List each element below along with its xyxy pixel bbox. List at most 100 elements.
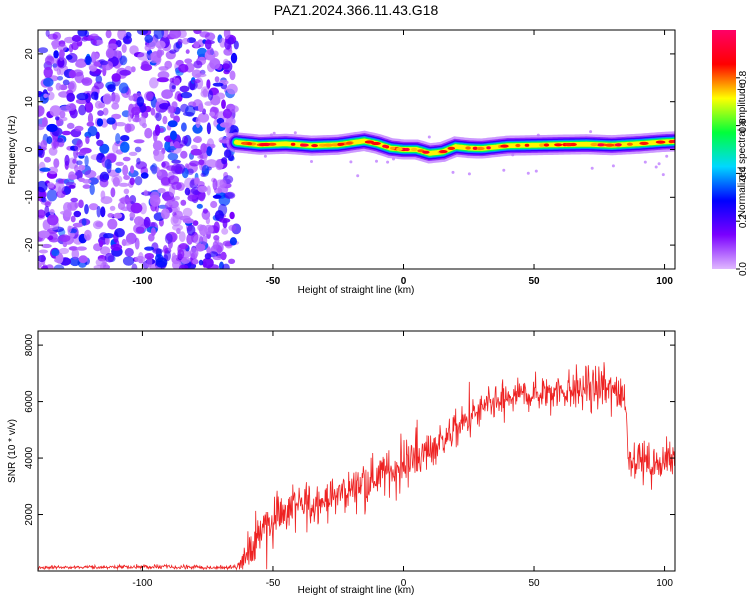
- spectrogram-x-label: Height of straight line (km): [298, 285, 415, 296]
- colorbar-tick-label: 0.6: [738, 118, 749, 132]
- heatmap-noise-cell: [157, 188, 166, 194]
- heatmap-noise-cell: [127, 111, 132, 123]
- heatmap-signal-peak: [290, 142, 296, 146]
- heatmap-noise-cell: [214, 76, 220, 83]
- heatmap-noise-cell: [78, 150, 86, 156]
- heatmap-noise-cell: [114, 122, 126, 127]
- spectrogram-x-axis: -100 -50 0 50 100: [132, 30, 673, 287]
- heatmap-noise-cell: [96, 118, 104, 127]
- heatmap-noise-cell: [56, 76, 64, 81]
- heatmap-noise-cell: [102, 107, 109, 116]
- heatmap-noise-cell: [85, 135, 90, 145]
- heatmap-noise-cell: [120, 135, 130, 142]
- heatmap-signal-peak: [596, 143, 605, 147]
- heatmap-noise-cell: [89, 183, 95, 196]
- heatmap-noise-cell: [38, 255, 46, 263]
- heatmap-noise-cell: [209, 58, 221, 70]
- heatmap-noise-cell: [89, 65, 97, 72]
- heatmap-noise-cell: [49, 105, 62, 117]
- heatmap-noise-cell: [196, 47, 208, 58]
- heatmap-noise-cell: [192, 123, 203, 134]
- heatmap-noise-cell: [155, 40, 166, 49]
- heatmap-noise-cell: [134, 176, 143, 186]
- heatmap-signal-peak: [639, 141, 649, 145]
- snr-frame: [37, 330, 676, 572]
- heatmap-noise-cell: [59, 110, 66, 119]
- heatmap-noise-cell: [223, 30, 231, 40]
- x-tick-label: 0: [401, 578, 407, 589]
- heatmap-noise-cell: [46, 189, 58, 202]
- heatmap-noise-cell: [144, 127, 153, 139]
- heatmap-noise-cell: [121, 44, 127, 53]
- heatmap-signal-peak: [259, 143, 267, 147]
- heatmap-noise-cell: [107, 43, 118, 50]
- heatmap-noise-cell: [204, 224, 214, 235]
- x-tick-label: -50: [266, 276, 281, 287]
- snr-series-line: [38, 362, 675, 571]
- heatmap-noise-cell: [72, 222, 84, 228]
- heatmap-noise-cell: [228, 224, 237, 231]
- heatmap-noise-cell: [47, 33, 58, 40]
- heatmap-noise-cell: [118, 182, 130, 187]
- heatmap-noise-cell: [201, 86, 210, 95]
- y-tick-label: 2000: [24, 503, 35, 526]
- heatmap-noise-cell: [41, 117, 48, 127]
- heatmap-noise-cell: [68, 174, 78, 180]
- heatmap-noise-cell: [96, 205, 101, 218]
- heatmap-noise-cell: [92, 39, 97, 45]
- heatmap-noise-cell: [229, 105, 239, 113]
- colorbar-tick-label: 0.0: [738, 262, 749, 276]
- heatmap-noise-cell: [180, 91, 193, 99]
- heatmap-noise-cell: [263, 154, 267, 158]
- heatmap-noise-cell: [310, 160, 313, 163]
- heatmap-noise-cell: [115, 161, 124, 166]
- heatmap-signal-peak: [614, 143, 622, 147]
- heatmap-noise-cell: [171, 252, 177, 261]
- snr-y-label: SNR (10 * v/v): [7, 419, 18, 483]
- heatmap-noise-cell: [105, 30, 112, 39]
- heatmap-signal-peak: [439, 150, 448, 154]
- heatmap-noise-cell: [201, 165, 210, 175]
- heatmap-noise-cell: [186, 224, 196, 236]
- heatmap-noise-cell: [94, 100, 103, 109]
- heatmap-noise-cell: [233, 40, 239, 50]
- heatmap-noise-cell: [173, 141, 180, 149]
- heatmap-noise-cell: [105, 48, 115, 59]
- heatmap-noise-cell: [168, 146, 177, 151]
- heatmap-noise-cell: [71, 248, 80, 260]
- heatmap-noise-cell: [150, 107, 156, 116]
- heatmap-noise-cell: [178, 63, 189, 73]
- heatmap-noise-cell: [207, 90, 214, 101]
- heatmap-noise-cell: [149, 77, 159, 89]
- heatmap-noise-cell: [62, 79, 70, 86]
- heatmap-noise-cell: [67, 225, 72, 233]
- heatmap-signal-peak: [486, 146, 491, 150]
- heatmap-noise-cell: [173, 77, 181, 86]
- heatmap-noise-cell: [177, 38, 183, 46]
- heatmap-noise-cell: [189, 160, 200, 167]
- heatmap-noise-cell: [56, 56, 67, 69]
- heatmap-noise-cell: [206, 185, 211, 196]
- heatmap-noise-cell: [212, 82, 224, 87]
- heatmap-noise-cell: [38, 261, 42, 269]
- colorbar-label: Normalized spectral amplitude: [737, 82, 748, 217]
- heatmap-noise-cell: [55, 116, 60, 121]
- heatmap-noise-cell: [198, 103, 204, 113]
- heatmap-noise-cell: [75, 98, 88, 105]
- heatmap-noise-cell: [180, 199, 187, 206]
- heatmap-noise-cell: [136, 96, 145, 107]
- heatmap-noise-cell: [74, 164, 79, 173]
- heatmap-noise-cell: [213, 221, 220, 234]
- heatmap-noise-cell: [171, 159, 181, 164]
- heatmap-noise-cell: [99, 174, 105, 182]
- snr-x-axis: -100 -50 0 50 100: [132, 331, 673, 589]
- heatmap-noise-cell: [156, 49, 163, 59]
- heatmap-noise-cell: [182, 111, 195, 117]
- heatmap-noise-cell: [46, 182, 55, 189]
- heatmap-noise-cell: [200, 143, 208, 154]
- heatmap-signal-peak: [311, 144, 318, 148]
- heatmap-noise-cell: [160, 208, 170, 220]
- heatmap-noise-cell: [100, 206, 106, 218]
- heatmap-noise-cell: [171, 101, 178, 109]
- heatmap-noise-cell: [218, 203, 228, 216]
